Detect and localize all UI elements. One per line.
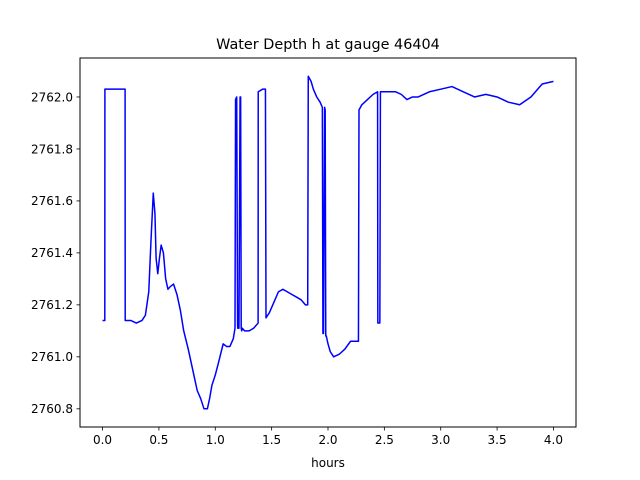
series-line-0 (102, 75, 554, 410)
y-tick-label: 2761.8 (31, 142, 73, 156)
x-tick-label: 1.0 (206, 433, 225, 447)
y-tick-label: 2761.4 (31, 246, 73, 260)
plot-area (102, 75, 554, 410)
x-tick-label: 3.5 (488, 433, 507, 447)
x-tick-label: 2.5 (375, 433, 394, 447)
x-tick-label: 3.0 (431, 433, 450, 447)
x-tick-label: 4.0 (544, 433, 563, 447)
y-tick-label: 2762.0 (31, 90, 73, 104)
y-tick-label: 2761.6 (31, 194, 73, 208)
x-tick-label: 0.5 (149, 433, 168, 447)
y-tick-label: 2761.2 (31, 298, 73, 312)
plot-frame (79, 57, 577, 428)
x-tick-label: 2.0 (318, 433, 337, 447)
x-axis: 0.0 0.5 1.0 1.5 2.0 2.5 3.0 3.5 4.0 (93, 427, 563, 447)
y-tick-label: 2761.0 (31, 350, 73, 364)
y-tick-label: 2760.8 (31, 402, 73, 416)
x-tick-label: 0.0 (93, 433, 112, 447)
x-axis-label: hours (311, 456, 345, 470)
chart-title: Water Depth h at gauge 46404 (216, 37, 440, 53)
y-axis: 2760.8 2761.0 2761.2 2761.4 2761.6 2761.8 2762… (31, 90, 80, 416)
x-tick-label: 1.5 (262, 433, 281, 447)
